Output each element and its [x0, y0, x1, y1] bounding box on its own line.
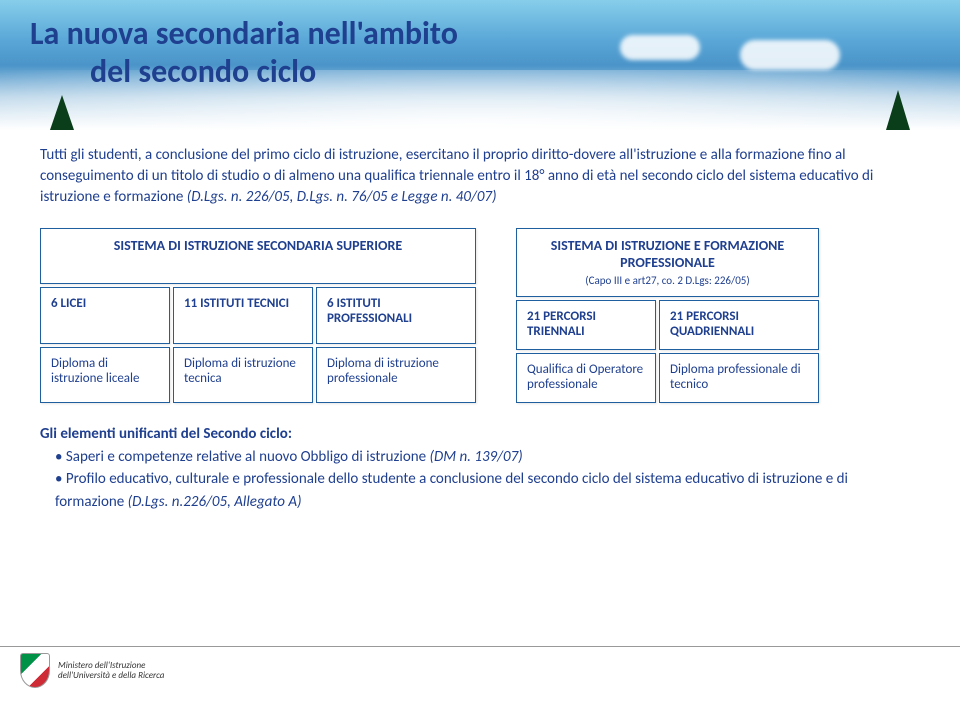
- intro-paragraph: Tutti gli studenti, a conclusione del pr…: [40, 145, 920, 208]
- right-header-sub: (Capo III e art27, co. 2 D.Lgs: 226/05): [585, 274, 749, 287]
- qualifica-operatore: Qualifica di Operatore professionale: [516, 353, 656, 403]
- page-title: La nuova secondaria nell'ambito del seco…: [30, 15, 930, 92]
- header-banner: La nuova secondaria nell'ambito del seco…: [0, 0, 960, 130]
- footer: Ministero dell'Istruzione dell'Universit…: [0, 646, 960, 706]
- bullet-1-text: Saperi e competenze relative al nuovo Ob…: [66, 448, 430, 466]
- right-table-header: SISTEMA DI ISTRUZIONE E FORMAZIONE PROFE…: [516, 228, 819, 297]
- right-system-table: SISTEMA DI ISTRUZIONE E FORMAZIONE PROFE…: [516, 228, 819, 403]
- left-system-table: SISTEMA DI ISTRUZIONE SECONDARIA SUPERIO…: [40, 228, 476, 403]
- bullet-1-cite: (DM n. 139/07): [429, 448, 522, 466]
- col-licei: 6 LICEI: [40, 287, 170, 343]
- bullet-2-cite: (D.Lgs. n.226/05, Allegato A): [128, 493, 302, 511]
- ministry-line-2: dell'Università e della Ricerca: [58, 671, 164, 681]
- title-line-2: del secondo ciclo: [30, 53, 930, 91]
- left-table-header: SISTEMA DI ISTRUZIONE SECONDARIA SUPERIO…: [40, 228, 476, 284]
- title-line-1: La nuova secondaria nell'ambito: [30, 15, 930, 53]
- bullet-1: • Saperi e competenze relative al nuovo …: [40, 446, 920, 469]
- bullet-2: • Profilo educativo, culturale e profess…: [40, 468, 920, 513]
- col-quadriennali: 21 PERCORSI QUADRIENNALI: [659, 300, 819, 350]
- main-content: Tutti gli studenti, a conclusione del pr…: [0, 130, 960, 528]
- tree-decoration: [50, 95, 74, 130]
- diploma-tecnico: Diploma professionale di tecnico: [659, 353, 819, 403]
- unif-title: Gli elementi unificanti del Secondo cicl…: [40, 425, 292, 443]
- intro-citation: (D.Lgs. n. 226/05, D.Lgs. n. 76/05 e Leg…: [187, 188, 497, 206]
- tree-decoration: [886, 90, 910, 130]
- systems-table: SISTEMA DI ISTRUZIONE SECONDARIA SUPERIO…: [40, 228, 920, 403]
- diploma-tecnica: Diploma di istruzione tecnica: [173, 347, 313, 403]
- diploma-professionale: Diploma di istruzione professionale: [316, 347, 476, 403]
- ministry-emblem: Ministero dell'Istruzione dell'Universit…: [20, 653, 164, 688]
- diploma-liceale: Diploma di istruzione liceale: [40, 347, 170, 403]
- ministry-text: Ministero dell'Istruzione dell'Universit…: [58, 661, 164, 681]
- unifying-elements: Gli elementi unificanti del Secondo cicl…: [40, 423, 920, 513]
- italy-shield-icon: [20, 653, 50, 688]
- col-triennali: 21 PERCORSI TRIENNALI: [516, 300, 656, 350]
- right-header-text: SISTEMA DI ISTRUZIONE E FORMAZIONE PROFE…: [551, 237, 784, 271]
- col-tecnici: 11 ISTITUTI TECNICI: [173, 287, 313, 343]
- col-professionali: 6 ISTITUTI PROFESSIONALI: [316, 287, 476, 343]
